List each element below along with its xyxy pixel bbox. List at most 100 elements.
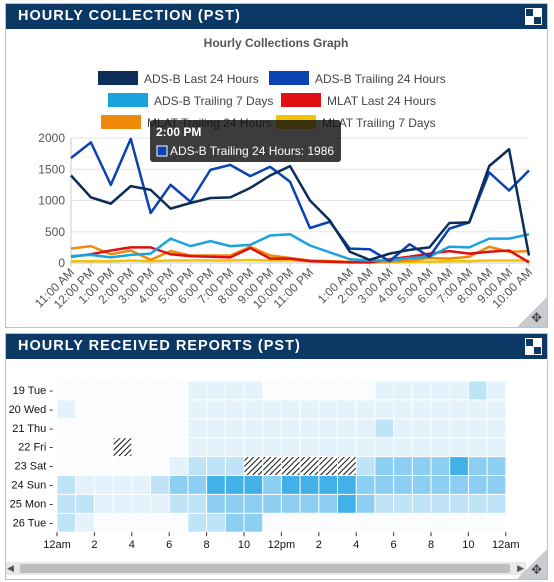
heatmap-cell[interactable] bbox=[356, 457, 375, 475]
heatmap-cell[interactable] bbox=[94, 513, 113, 532]
heatmap-cell[interactable] bbox=[412, 457, 431, 475]
heatmap-cell[interactable] bbox=[244, 400, 263, 419]
heatmap-cell[interactable] bbox=[468, 494, 487, 513]
legend-label[interactable]: ADS-B Trailing 7 Days bbox=[154, 94, 273, 108]
heatmap-cell[interactable] bbox=[225, 419, 244, 438]
heatmap-cell[interactable] bbox=[94, 457, 113, 475]
heatmap-cell[interactable] bbox=[319, 513, 337, 532]
move-icon[interactable]: ✥ bbox=[531, 562, 542, 577]
heatmap-cell[interactable] bbox=[319, 400, 337, 419]
heatmap-cell[interactable] bbox=[76, 476, 94, 494]
heatmap-cell[interactable] bbox=[225, 476, 244, 494]
heatmap-cell[interactable] bbox=[338, 476, 356, 494]
heatmap-cell[interactable] bbox=[468, 438, 487, 457]
heatmap-cell[interactable] bbox=[151, 494, 169, 513]
legend-label[interactable]: ADS-B Last 24 Hours bbox=[144, 72, 259, 86]
heatmap-cell[interactable] bbox=[319, 381, 337, 400]
heatmap-cell[interactable] bbox=[57, 457, 76, 475]
heatmap-cell[interactable] bbox=[169, 494, 188, 513]
heatmap-cell[interactable] bbox=[57, 381, 76, 400]
heatmap-cell[interactable] bbox=[487, 438, 506, 457]
heatmap-cell[interactable] bbox=[263, 381, 281, 400]
heatmap-cell[interactable] bbox=[207, 381, 225, 400]
heatmap-cell[interactable] bbox=[356, 400, 375, 419]
heatmap-cell[interactable] bbox=[300, 513, 319, 532]
heatmap-cell[interactable] bbox=[431, 513, 450, 532]
heatmap-cell[interactable] bbox=[300, 438, 319, 457]
heatmap-cell[interactable] bbox=[450, 513, 468, 532]
heatmap-cell[interactable] bbox=[468, 513, 487, 532]
heatmap-cell[interactable] bbox=[113, 438, 132, 457]
heatmap-cell[interactable] bbox=[281, 457, 300, 475]
heatmap-cell[interactable] bbox=[151, 513, 169, 532]
heatmap-cell[interactable] bbox=[319, 494, 337, 513]
scroll-thumb[interactable] bbox=[20, 564, 510, 573]
heatmap-cell[interactable] bbox=[487, 476, 506, 494]
heatmap-cell[interactable] bbox=[375, 438, 394, 457]
heatmap-cell[interactable] bbox=[113, 494, 132, 513]
heatmap-cell[interactable] bbox=[113, 513, 132, 532]
heatmap-cell[interactable] bbox=[132, 419, 150, 438]
heatmap-cell[interactable] bbox=[431, 494, 450, 513]
heatmap-cell[interactable] bbox=[132, 438, 150, 457]
heatmap-cell[interactable] bbox=[319, 457, 337, 475]
heatmap-cell[interactable] bbox=[450, 494, 468, 513]
heatmap-cell[interactable] bbox=[300, 400, 319, 419]
heatmap-cell[interactable] bbox=[300, 381, 319, 400]
heatmap-cell[interactable] bbox=[375, 381, 394, 400]
heatmap-cell[interactable] bbox=[263, 419, 281, 438]
heatmap-cell[interactable] bbox=[151, 476, 169, 494]
heatmap-cell[interactable] bbox=[281, 381, 300, 400]
heatmap-cell[interactable] bbox=[394, 476, 412, 494]
heatmap-cell[interactable] bbox=[169, 438, 188, 457]
heatmap-cell[interactable] bbox=[151, 381, 169, 400]
heatmap-cell[interactable] bbox=[207, 400, 225, 419]
heatmap-cell[interactable] bbox=[319, 476, 337, 494]
heatmap-cell[interactable] bbox=[450, 419, 468, 438]
heatmap-cell[interactable] bbox=[225, 400, 244, 419]
heatmap-cell[interactable] bbox=[450, 381, 468, 400]
heatmap-cell[interactable] bbox=[300, 419, 319, 438]
heatmap-cell[interactable] bbox=[57, 476, 76, 494]
heatmap-cell[interactable] bbox=[356, 419, 375, 438]
heatmap-cell[interactable] bbox=[450, 438, 468, 457]
heatmap-cell[interactable] bbox=[207, 457, 225, 475]
heatmap-cell[interactable] bbox=[487, 513, 506, 532]
heatmap-cell[interactable] bbox=[281, 513, 300, 532]
heatmap-cell[interactable] bbox=[431, 419, 450, 438]
heatmap-cell[interactable] bbox=[169, 476, 188, 494]
heatmap-cell[interactable] bbox=[375, 419, 394, 438]
heatmap-cell[interactable] bbox=[76, 381, 94, 400]
heatmap-cell[interactable] bbox=[263, 476, 281, 494]
legend-label[interactable]: ADS-B Trailing 24 Hours bbox=[315, 72, 446, 86]
heatmap-cell[interactable] bbox=[188, 419, 207, 438]
heatmap-cell[interactable] bbox=[412, 513, 431, 532]
heatmap-cell[interactable] bbox=[281, 419, 300, 438]
heatmap-cell[interactable] bbox=[412, 419, 431, 438]
heatmap-cell[interactable] bbox=[394, 381, 412, 400]
heatmap-cell[interactable] bbox=[431, 381, 450, 400]
heatmap-cell[interactable] bbox=[244, 457, 263, 475]
heatmap-cell[interactable] bbox=[375, 513, 394, 532]
heatmap-cell[interactable] bbox=[263, 400, 281, 419]
heatmap-cell[interactable] bbox=[468, 476, 487, 494]
heatmap-cell[interactable] bbox=[412, 494, 431, 513]
heatmap-cell[interactable] bbox=[338, 494, 356, 513]
heatmap-cell[interactable] bbox=[76, 513, 94, 532]
heatmap-cell[interactable] bbox=[244, 419, 263, 438]
heatmap-cell[interactable] bbox=[319, 419, 337, 438]
move-icon[interactable]: ✥ bbox=[531, 310, 542, 325]
heatmap-cell[interactable] bbox=[431, 476, 450, 494]
heatmap-cell[interactable] bbox=[113, 476, 132, 494]
heatmap-cell[interactable] bbox=[188, 494, 207, 513]
heatmap-cell[interactable] bbox=[57, 438, 76, 457]
heatmap-cell[interactable] bbox=[356, 494, 375, 513]
heatmap-cell[interactable] bbox=[394, 438, 412, 457]
heatmap-cell[interactable] bbox=[487, 457, 506, 475]
heatmap-cell[interactable] bbox=[225, 513, 244, 532]
heatmap-cell[interactable] bbox=[394, 457, 412, 475]
heatmap-cell[interactable] bbox=[225, 381, 244, 400]
heatmap-cell[interactable] bbox=[132, 381, 150, 400]
horizontal-scrollbar[interactable]: ◀ ▶ bbox=[6, 562, 526, 575]
heatmap-cell[interactable] bbox=[207, 513, 225, 532]
